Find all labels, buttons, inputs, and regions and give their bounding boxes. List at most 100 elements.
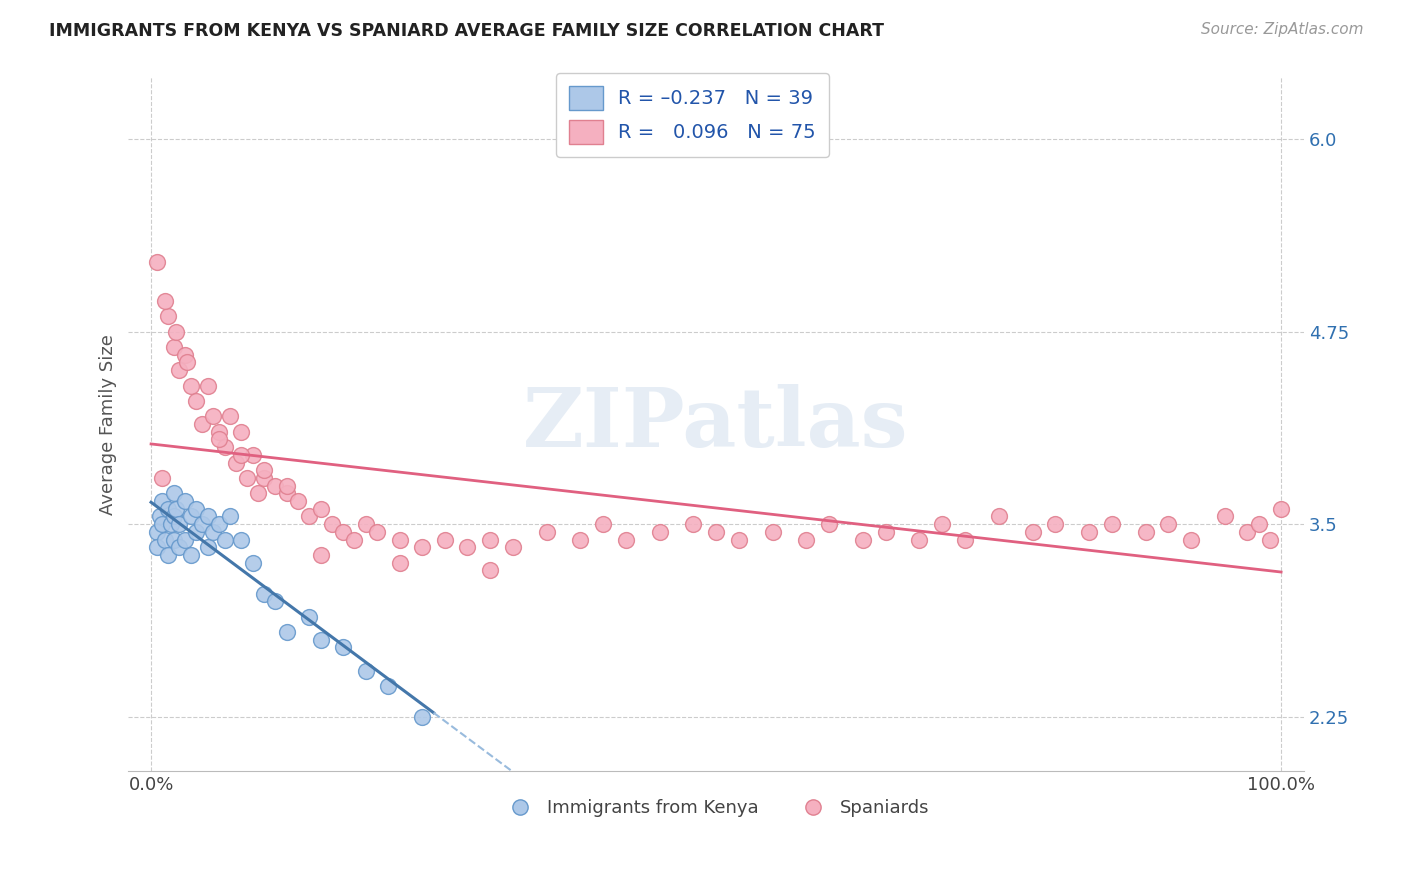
Point [536, 524, 558, 539]
Point [276, 486, 298, 500]
Point [761, 524, 783, 539]
Point [153, 533, 176, 547]
Point [219, 509, 242, 524]
Point [191, 417, 214, 431]
Point [197, 509, 219, 524]
Point [231, 533, 253, 547]
Point [796, 533, 818, 547]
Point [1157, 517, 1180, 532]
Point [1101, 517, 1123, 532]
Point [1258, 533, 1281, 547]
Point [276, 625, 298, 640]
Point [176, 355, 198, 369]
Point [354, 664, 377, 678]
Point [411, 710, 433, 724]
Point [153, 293, 176, 308]
Point [145, 255, 167, 269]
Point [1236, 524, 1258, 539]
Point [214, 533, 236, 547]
Point [208, 517, 231, 532]
Point [502, 541, 524, 555]
Point [852, 533, 875, 547]
Point [366, 524, 388, 539]
Point [202, 409, 225, 424]
Point [682, 517, 704, 532]
Point [264, 594, 287, 608]
Point [165, 501, 187, 516]
Point [150, 517, 173, 532]
Point [388, 533, 411, 547]
Point [253, 471, 276, 485]
Point [197, 378, 219, 392]
Point [231, 448, 253, 462]
Point [479, 563, 502, 577]
Point [1247, 517, 1270, 532]
Point [1270, 501, 1292, 516]
Point [247, 486, 270, 500]
Point [180, 548, 202, 562]
Point [953, 533, 976, 547]
Point [163, 509, 186, 524]
Point [208, 425, 231, 439]
Point [1213, 509, 1236, 524]
Point [377, 679, 399, 693]
Point [354, 517, 377, 532]
Point [163, 340, 186, 354]
Point [186, 501, 208, 516]
Point [145, 524, 167, 539]
Point [149, 509, 172, 524]
Point [298, 609, 321, 624]
Point [242, 556, 264, 570]
Point [309, 501, 332, 516]
Point [160, 517, 183, 532]
Point [157, 548, 180, 562]
Point [433, 533, 456, 547]
Point [411, 541, 433, 555]
Legend: Immigrants from Kenya, Spaniards: Immigrants from Kenya, Spaniards [495, 791, 936, 824]
Y-axis label: Average Family Size: Average Family Size [100, 334, 117, 515]
Point [818, 517, 841, 532]
Point [287, 494, 309, 508]
Point [1180, 533, 1202, 547]
Point [343, 533, 366, 547]
Point [456, 541, 478, 555]
Point [225, 456, 247, 470]
Point [1021, 524, 1043, 539]
Point [908, 533, 931, 547]
Point [180, 378, 202, 392]
Point [219, 409, 242, 424]
Point [174, 533, 197, 547]
Point [242, 448, 264, 462]
Point [165, 325, 187, 339]
Point [208, 433, 231, 447]
Point [931, 517, 953, 532]
Point [145, 541, 167, 555]
Point [253, 586, 276, 600]
Point [321, 517, 343, 532]
Point [332, 640, 354, 655]
Point [150, 471, 173, 485]
Point [186, 524, 208, 539]
Point [169, 517, 191, 532]
Point [727, 533, 749, 547]
Point [614, 533, 637, 547]
Point [231, 425, 253, 439]
Point [197, 541, 219, 555]
Point [186, 394, 208, 409]
Point [592, 517, 614, 532]
Point [191, 517, 214, 532]
Point [157, 310, 180, 324]
Point [264, 478, 287, 492]
Point [1078, 524, 1101, 539]
Point [987, 509, 1010, 524]
Text: Source: ZipAtlas.com: Source: ZipAtlas.com [1201, 22, 1364, 37]
Point [163, 486, 186, 500]
Point [1043, 517, 1066, 532]
Point [253, 463, 276, 477]
Point [298, 509, 321, 524]
Point [150, 494, 173, 508]
Point [169, 363, 191, 377]
Text: IMMIGRANTS FROM KENYA VS SPANIARD AVERAGE FAMILY SIZE CORRELATION CHART: IMMIGRANTS FROM KENYA VS SPANIARD AVERAG… [49, 22, 884, 40]
Point [388, 556, 411, 570]
Point [214, 440, 236, 454]
